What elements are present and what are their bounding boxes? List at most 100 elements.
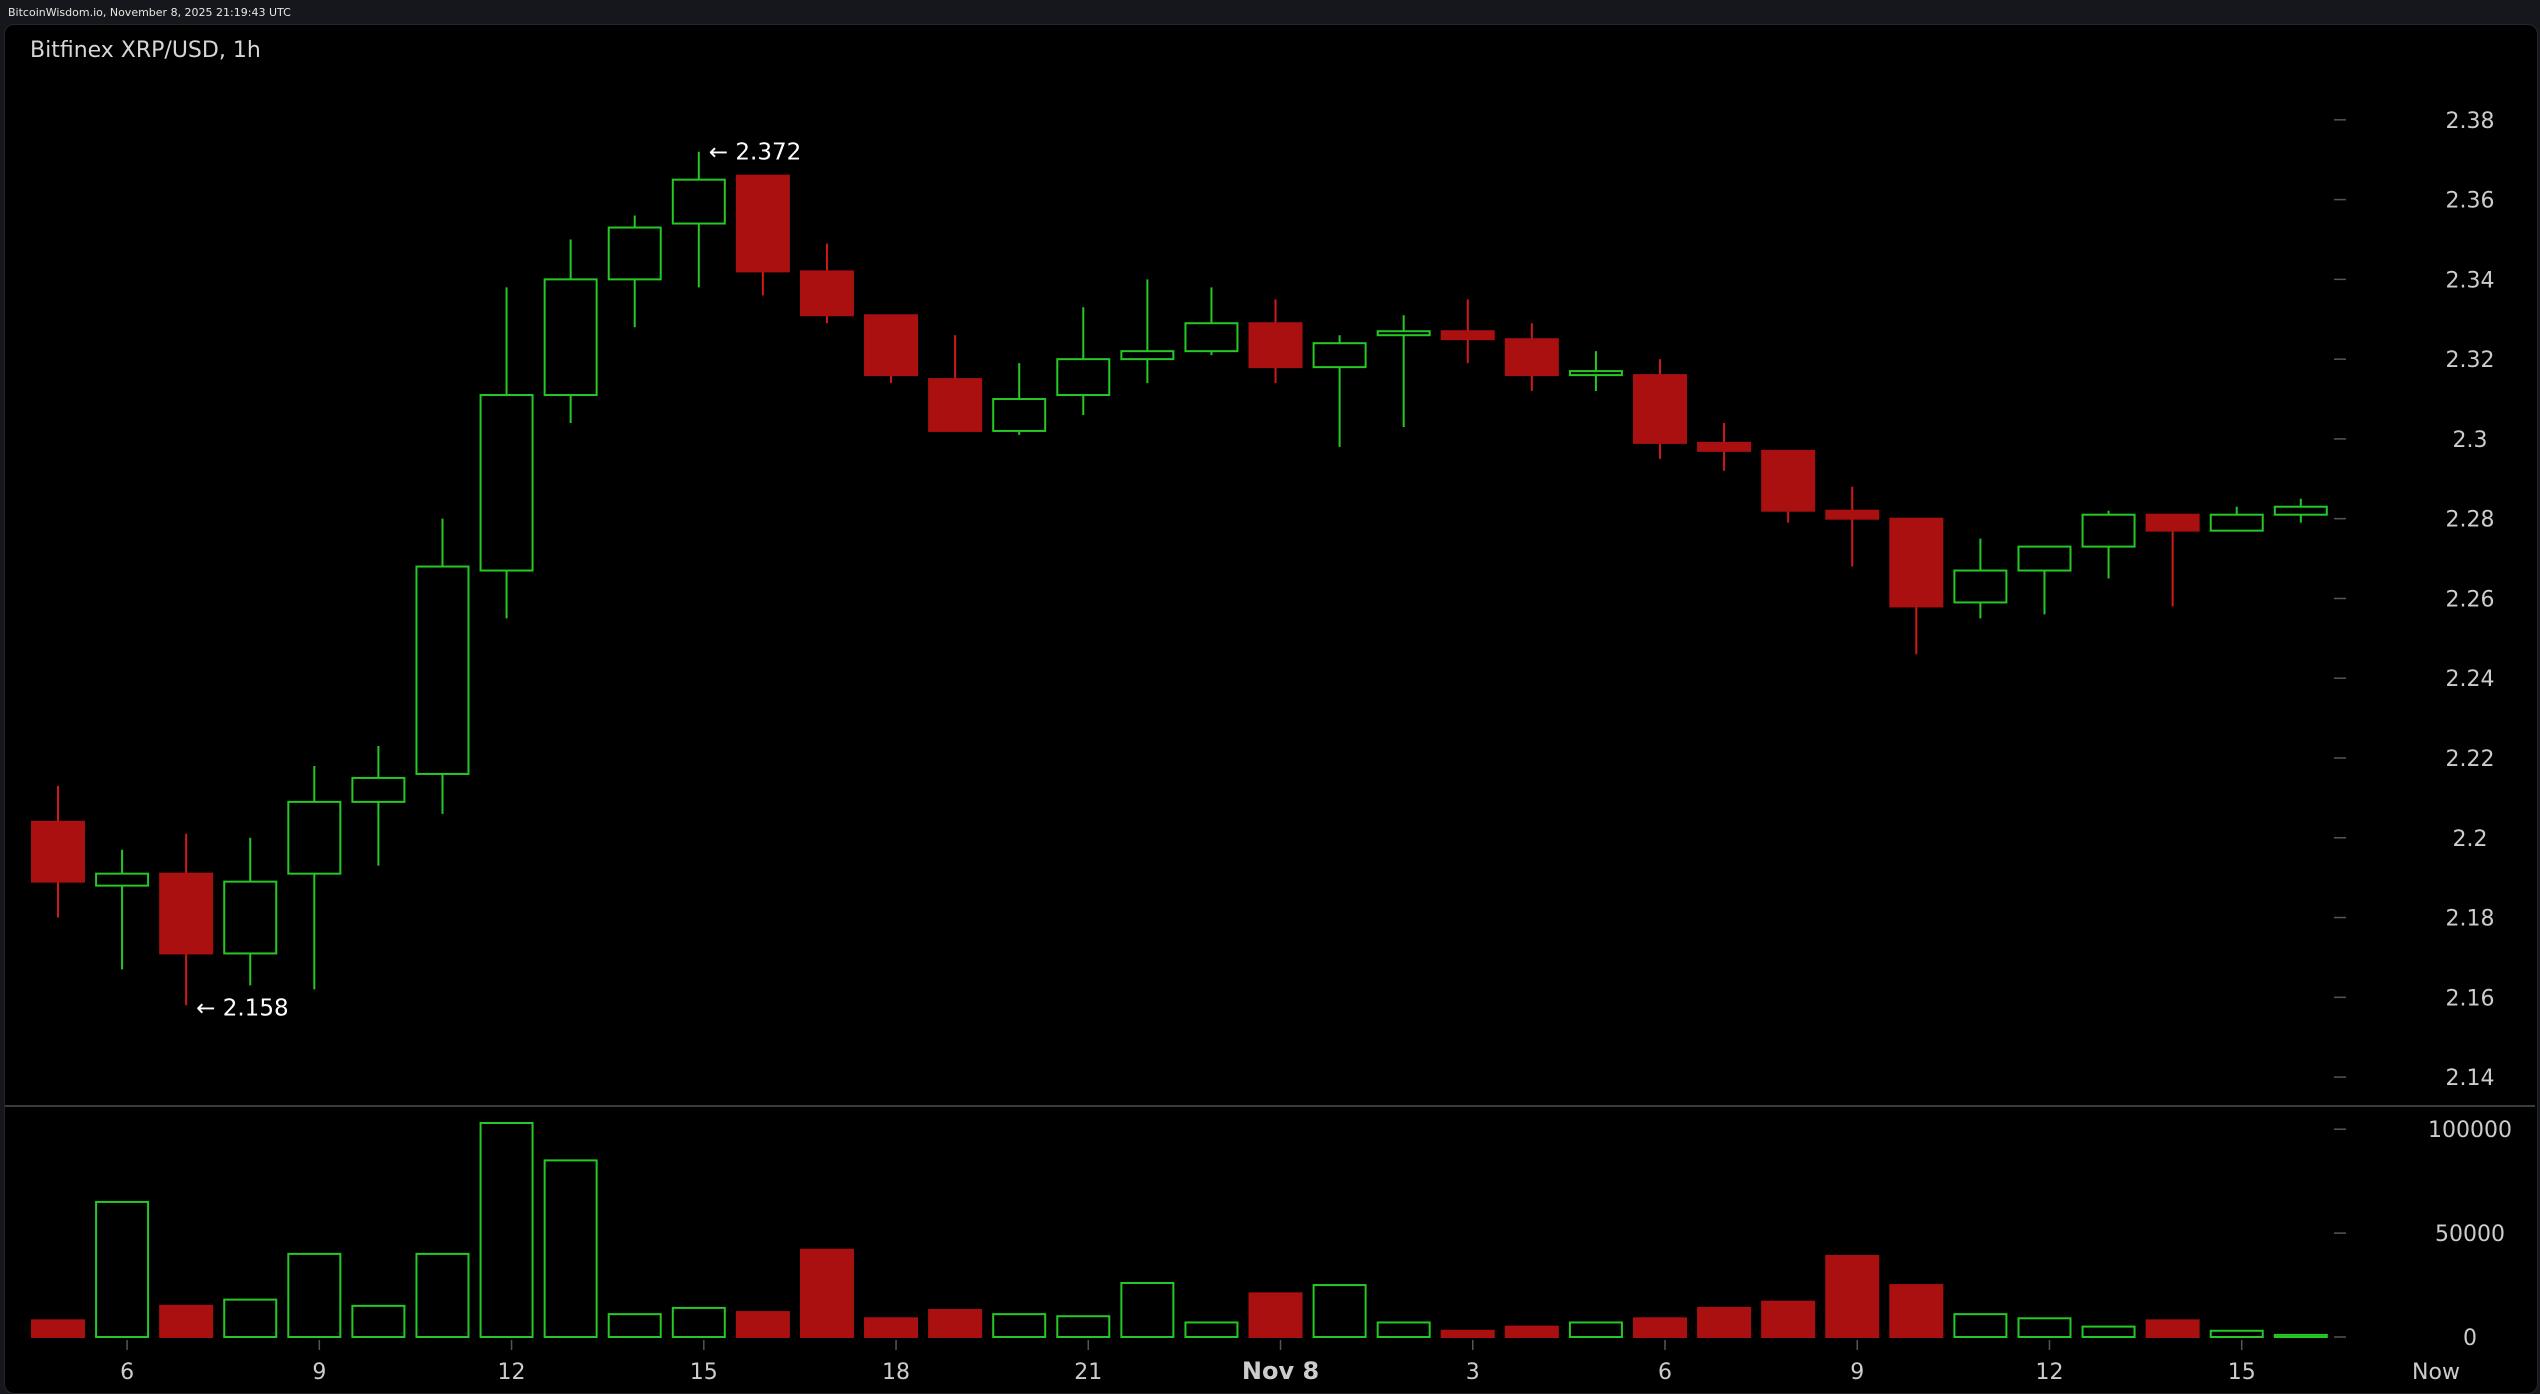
- x-tick-label: 9: [312, 1360, 326, 1385]
- x-tick-label: 6: [1658, 1360, 1672, 1385]
- candle-body-up: [1184, 322, 1239, 353]
- volume-bar-up: [1184, 1321, 1239, 1338]
- volume-bar-down: [1633, 1317, 1687, 1339]
- candle-body-up: [1376, 330, 1431, 337]
- volume-bar-down: [159, 1304, 214, 1339]
- x-tick-label: Now: [2412, 1360, 2460, 1385]
- volume-bar-up: [415, 1252, 470, 1338]
- volume-bar-up: [607, 1313, 662, 1338]
- x-tick-label: 18: [882, 1360, 910, 1385]
- volume-bar-down: [1825, 1254, 1880, 1338]
- volume-tick-label: 0: [2463, 1326, 2477, 1351]
- volume-bar-up: [671, 1306, 726, 1338]
- price-tick-label: 2.14: [2446, 1066, 2495, 1091]
- candle-body-down: [1697, 441, 1752, 452]
- candle-body-up: [2017, 545, 2072, 572]
- volume-bar-up: [543, 1159, 598, 1339]
- candle-body-up: [2081, 513, 2136, 548]
- candle-body-down: [1504, 338, 1559, 377]
- volume-tick-label: 50000: [2435, 1222, 2505, 1247]
- volume-bar-down: [1504, 1325, 1559, 1339]
- candle-body-down: [1248, 322, 1303, 369]
- price-annotation: ← 2.372: [709, 140, 801, 166]
- candle-body-down: [31, 820, 85, 883]
- volume-bar-up: [95, 1200, 150, 1338]
- candle-body-down: [799, 270, 854, 317]
- candle-body-up: [2209, 513, 2264, 532]
- candle-body-up: [95, 872, 150, 887]
- candle-body-down: [2145, 513, 2200, 532]
- candle-body-down: [1440, 330, 1495, 341]
- x-tick-label: 9: [1850, 1360, 1864, 1385]
- price-tick-label: 2.26: [2446, 587, 2495, 612]
- volume-bar-up: [2209, 1329, 2264, 1338]
- candle-body-up: [1953, 569, 2008, 604]
- x-tick-label: 6: [120, 1360, 134, 1385]
- price-tick-label: 2.3: [2453, 428, 2488, 453]
- x-tick-label: 15: [2228, 1360, 2256, 1385]
- volume-bar-down: [799, 1248, 854, 1339]
- volume-bar-up: [992, 1313, 1047, 1338]
- volume-bar-up: [351, 1304, 406, 1339]
- candle-body-down: [1889, 517, 1944, 608]
- chart-title: Bitfinex XRP/USD, 1h: [30, 38, 261, 63]
- volume-bar-up: [2081, 1325, 2136, 1339]
- candle-body-up: [671, 178, 726, 225]
- volume-bar-down: [1761, 1300, 1816, 1338]
- volume-bar-down: [864, 1317, 919, 1339]
- price-tick-label: 2.24: [2446, 667, 2495, 692]
- candle-body-down: [1633, 374, 1687, 444]
- volume-bar-down: [1697, 1306, 1752, 1338]
- volume-bar-up: [1953, 1313, 2008, 1338]
- volume-bar-down: [1889, 1284, 1944, 1338]
- volume-bar-down: [1248, 1292, 1303, 1338]
- candle-body-up: [1568, 370, 1623, 377]
- candle-body-up: [351, 776, 406, 803]
- candle-body-down: [1761, 449, 1816, 512]
- volume-bar-up: [223, 1298, 278, 1338]
- candle-body-down: [928, 378, 983, 432]
- volume-bar-down: [2145, 1319, 2200, 1339]
- price-tick-label: 2.38: [2446, 109, 2495, 134]
- price-tick-label: 2.2: [2453, 827, 2488, 852]
- volume-bar-down: [928, 1308, 983, 1338]
- price-annotation: ← 2.158: [196, 995, 288, 1021]
- candle-body-up: [415, 565, 470, 775]
- x-tick-label: Nov 8: [1242, 1357, 1319, 1385]
- candle-body-up: [287, 800, 342, 875]
- x-tick-label: 12: [2035, 1360, 2063, 1385]
- volume-bar-down: [31, 1319, 85, 1339]
- volume-bar-up: [2273, 1333, 2328, 1339]
- price-tick-label: 2.32: [2446, 348, 2495, 373]
- price-tick-label: 2.28: [2446, 508, 2495, 533]
- x-tick-label: 3: [1466, 1360, 1480, 1385]
- candle-body-up: [1120, 350, 1175, 361]
- top-bar: BitcoinWisdom.io, November 8, 2025 21:19…: [0, 0, 2540, 24]
- candle-body-down: [159, 872, 214, 955]
- volume-bar-up: [1312, 1284, 1367, 1338]
- volume-bar-up: [1376, 1321, 1431, 1338]
- candle-body-up: [1056, 358, 1111, 397]
- x-tick-label: 21: [1074, 1360, 1102, 1385]
- candle-body-up: [1312, 342, 1367, 369]
- candle-body-up: [543, 278, 598, 397]
- x-tick-label: 12: [498, 1360, 526, 1385]
- candle-body-down: [735, 174, 790, 273]
- volume-bar-up: [2017, 1317, 2072, 1339]
- candle-body-up: [992, 398, 1047, 432]
- candle-body-up: [2273, 505, 2328, 516]
- volume-bar-down: [735, 1311, 790, 1339]
- price-tick-label: 2.22: [2446, 747, 2495, 772]
- volume-bar-up: [287, 1252, 342, 1338]
- candle-body-down: [1825, 509, 1880, 520]
- volume-bar-down: [1440, 1329, 1495, 1338]
- price-tick-label: 2.16: [2446, 986, 2495, 1011]
- volume-bar-up: [1568, 1321, 1623, 1338]
- volume-tick-label: 100000: [2428, 1118, 2512, 1143]
- price-tick-label: 2.18: [2446, 907, 2495, 932]
- candle-body-up: [479, 394, 534, 572]
- x-tick-label: 15: [690, 1360, 718, 1385]
- volume-bar-up: [479, 1122, 534, 1338]
- candle-body-down: [864, 314, 919, 377]
